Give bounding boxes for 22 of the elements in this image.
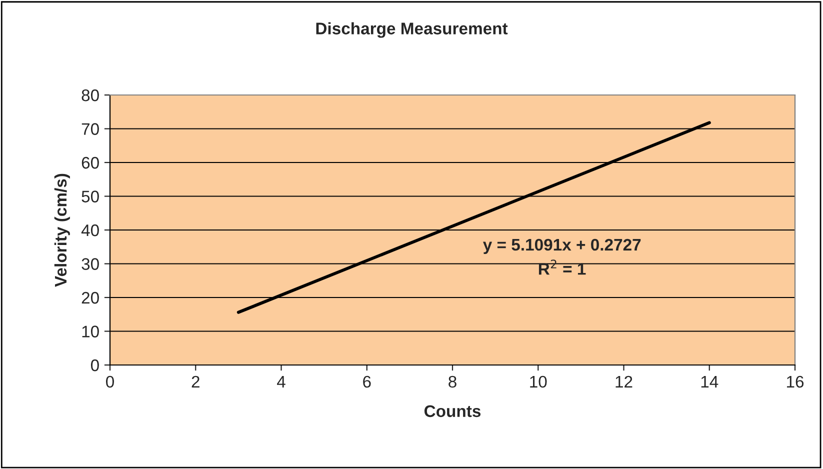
x-axis-title: Counts — [424, 405, 481, 418]
chart-title: Discharge Measurement — [316, 22, 508, 38]
annotation: y = 5.1091x + 0.2727 — [482, 238, 641, 254]
y-tick-label: 70 — [82, 123, 99, 135]
y-tick-label: 40 — [81, 224, 99, 236]
x-tick-label: 10 — [530, 376, 547, 388]
y-tick-label: 30 — [82, 258, 99, 270]
y-tick-label: 80 — [82, 89, 99, 102]
y-tick-label: 50 — [82, 190, 99, 202]
x-tick-label: 8 — [448, 376, 456, 388]
x-tick-label: 6 — [363, 376, 371, 388]
y-tick-label: 60 — [82, 156, 99, 169]
y-axis-title: Velority (cm/s) — [54, 174, 70, 287]
y-tick-label: 0 — [90, 359, 99, 372]
x-tick-label: 2 — [192, 376, 200, 388]
x-tick-label: 4 — [277, 376, 286, 388]
x-tick-label: 12 — [616, 376, 632, 388]
y-tick-label: 20 — [82, 292, 99, 304]
y-tick-label: 10 — [82, 326, 99, 338]
x-tick-label: 16 — [787, 376, 804, 388]
x-tick-label: 0 — [106, 376, 114, 388]
x-tick-label: 14 — [701, 376, 718, 388]
